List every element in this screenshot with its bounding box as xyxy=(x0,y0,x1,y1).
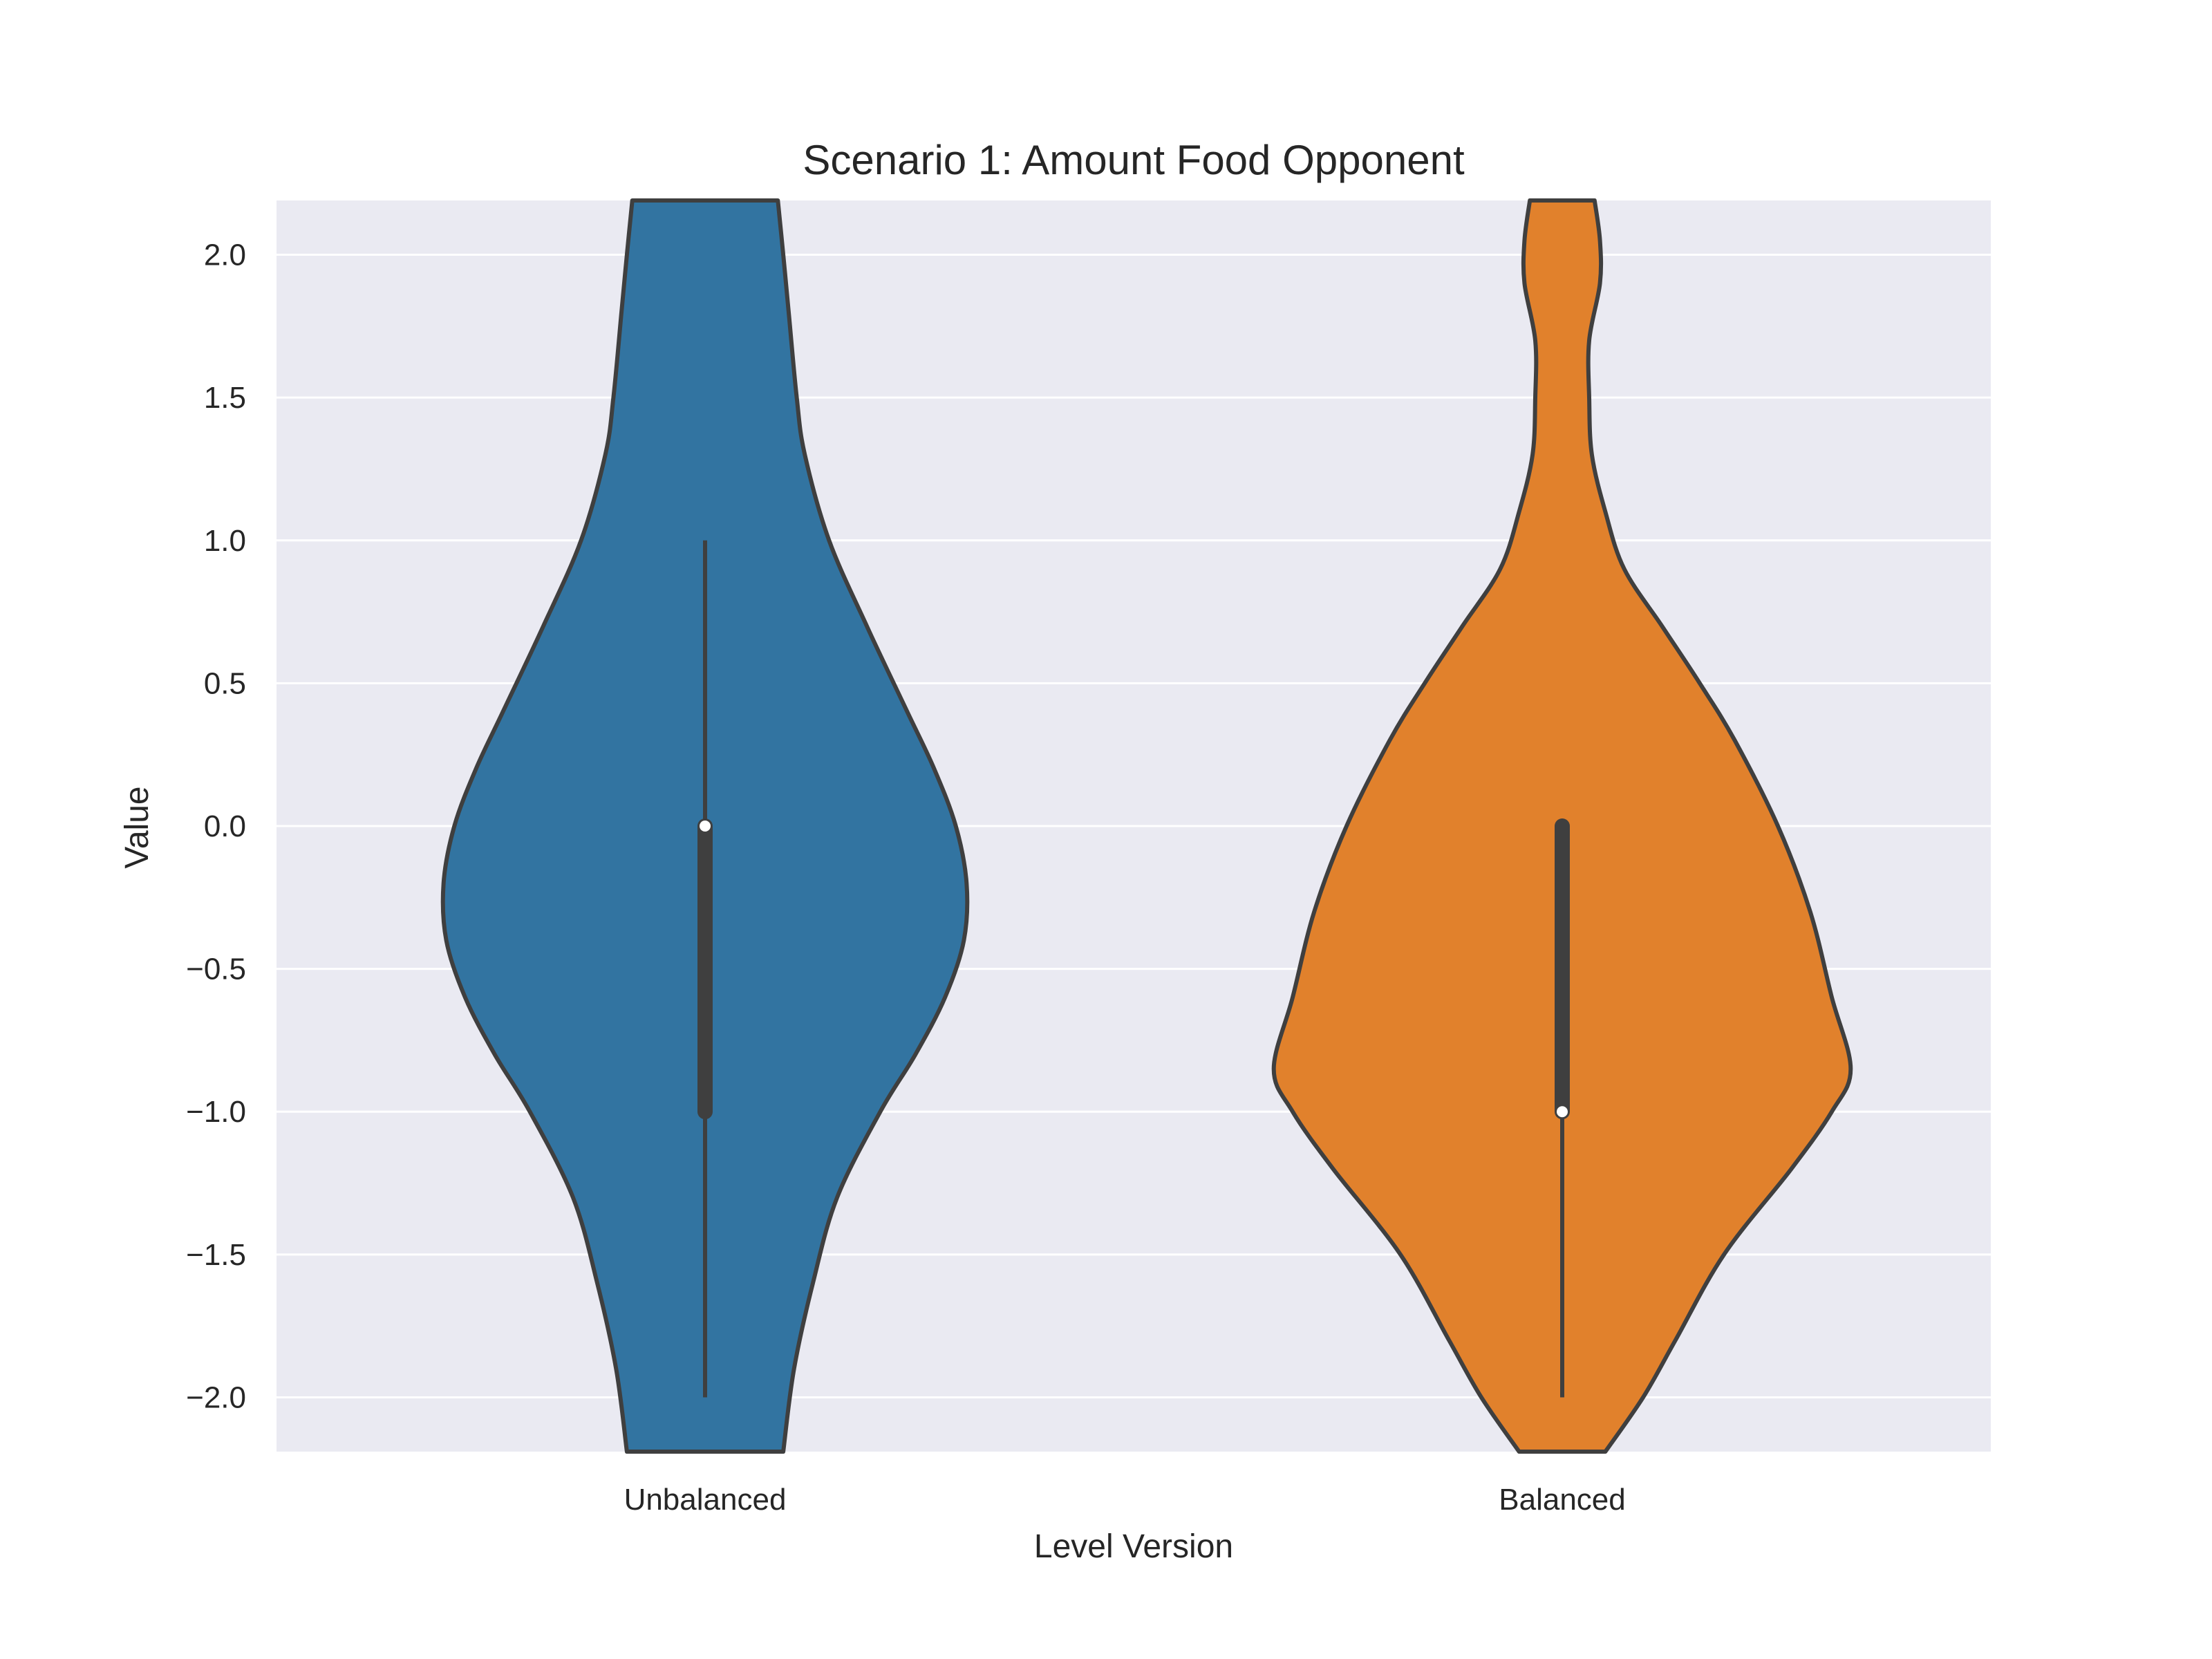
x-tick-labels: Unbalanced Balanced xyxy=(624,1483,1626,1517)
y-tick-label: 0.5 xyxy=(204,666,246,700)
x-axis-label: Level Version xyxy=(1034,1528,1233,1565)
x-tick-label: Balanced xyxy=(1499,1483,1625,1517)
y-tick-label: −0.5 xyxy=(186,953,246,986)
violin-unbalanced xyxy=(440,198,970,1454)
y-tick-label: 2.0 xyxy=(204,238,246,272)
median-marker xyxy=(700,821,711,832)
y-tick-label: 1.5 xyxy=(204,381,246,415)
chart-title: Scenario 1: Amount Food Opponent xyxy=(803,137,1465,183)
y-axis-label: Value xyxy=(119,786,156,868)
violin-balanced xyxy=(1271,198,1853,1454)
y-tick-label: −1.0 xyxy=(186,1095,246,1129)
median-marker xyxy=(1557,1106,1568,1118)
y-tick-label: 1.0 xyxy=(204,524,246,558)
y-tick-label: 0.0 xyxy=(204,809,246,843)
y-tick-labels: 2.0 1.5 1.0 0.5 0.0 −0.5 −1.0 −1.5 −2.0 xyxy=(186,238,246,1415)
y-tick-label: −2.0 xyxy=(186,1380,246,1414)
violins xyxy=(440,198,1853,1454)
y-tick-label: −1.5 xyxy=(186,1238,246,1272)
x-tick-label: Unbalanced xyxy=(624,1483,787,1517)
